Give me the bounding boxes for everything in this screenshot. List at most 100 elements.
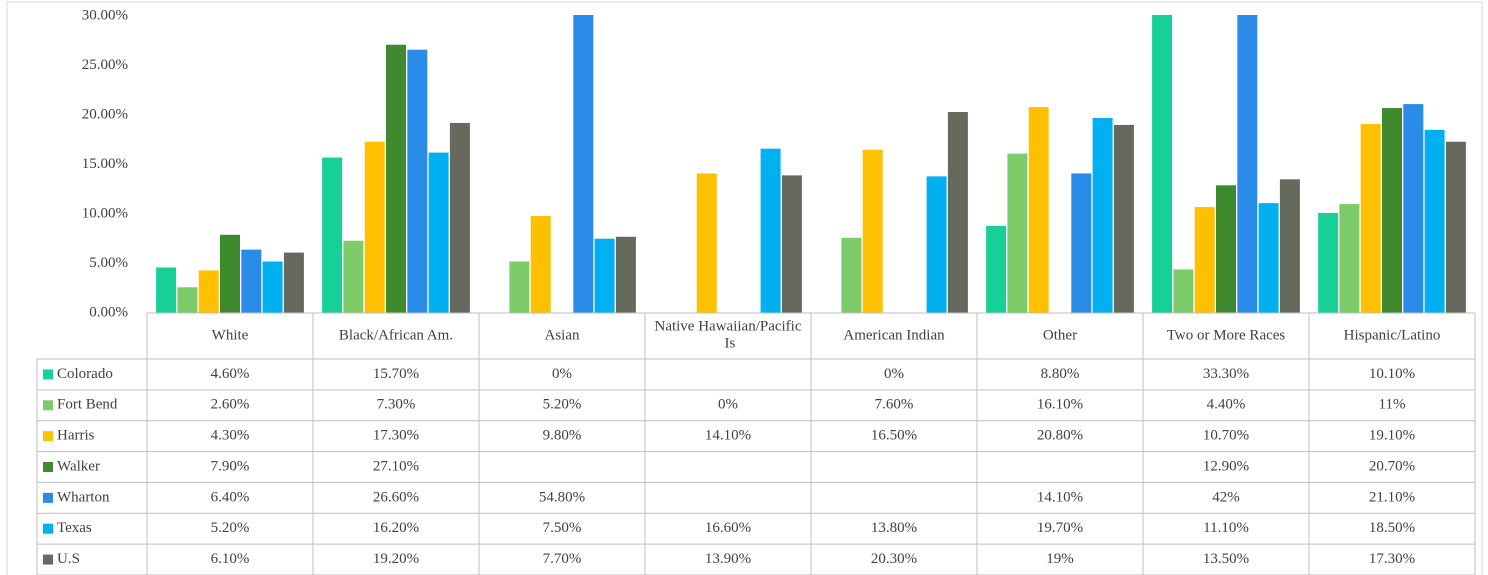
y-tick-label: 5.00% [89,255,128,271]
bar [1258,203,1279,313]
bar [156,267,177,313]
y-tick-label: 0.00% [89,304,128,320]
table-cell: 7.70% [543,551,582,567]
plot-area [156,15,1466,314]
bar [1403,104,1424,313]
bar [262,261,283,313]
table-cell: 4.30% [211,428,250,444]
table-cell: 4.60% [211,366,250,382]
chart-border [6,1,1483,575]
bar [1445,141,1466,313]
table-cell: 17.30% [1369,551,1415,567]
y-tick-label: 15.00% [82,156,128,172]
table-cell: 7.50% [543,520,582,536]
x-tick-label: American Indian [843,327,945,343]
x-tick-label: Two or More Races [1167,327,1286,343]
x-tick-label: Hispanic/Latino [1344,327,1441,343]
legend-label: U.S [57,551,80,567]
table-cell: 7.30% [377,397,416,413]
legend-key [43,369,53,380]
legend-label: Colorado [57,366,113,382]
table-cell: 17.30% [373,428,419,444]
table-cell: 6.40% [211,489,250,505]
bar [926,176,947,313]
bar [1237,15,1258,313]
bar [1216,185,1236,313]
table-cell: 6.10% [211,551,250,567]
table-cell: 16.10% [1037,397,1083,413]
table-cell: 20.30% [871,551,917,567]
table-cell: 19.70% [1037,520,1083,536]
bar [986,225,1007,313]
bar [407,49,428,313]
bar [1173,269,1194,313]
y-tick-label: 20.00% [82,106,128,122]
bar [1382,108,1402,313]
table-cell: 5.20% [211,520,250,536]
table-cell: 26.60% [373,489,419,505]
bar [760,148,781,313]
table-cell: 13.90% [705,551,751,567]
table-cell: 0% [884,366,904,382]
table-cell: 12.90% [1203,458,1249,474]
bar [198,270,219,313]
legend-label: Fort Bend [57,397,118,413]
bar [428,152,449,313]
table-cell: 0% [718,397,738,413]
table-cell: 11.10% [1203,520,1249,536]
bar [781,175,802,313]
bar [241,249,262,313]
bar [343,240,364,313]
table-cell: 13.80% [871,520,917,536]
table-cell: 16.20% [373,520,419,536]
legend-key [43,523,53,534]
table-cell: 11% [1379,397,1406,413]
table-cell: 9.80% [543,428,582,444]
bar [1152,15,1173,314]
bar [1007,153,1028,313]
bar [364,141,385,313]
bar [1360,123,1381,313]
legend-key [43,554,53,565]
legend-key [43,462,53,472]
legend-label: Wharton [57,489,110,505]
bar [594,238,615,313]
table-cell: 16.60% [705,520,751,536]
table-cell: 14.10% [705,428,751,444]
bar [449,122,470,313]
table-cell: 20.70% [1369,458,1415,474]
table-cell: 21.10% [1369,489,1415,505]
bar [1424,129,1445,313]
bar [177,287,198,313]
bar [1092,117,1113,313]
table-cell: 13.50% [1203,551,1249,567]
table-cell: 18.50% [1369,520,1415,536]
table-cell: 19.10% [1369,428,1415,444]
table-cell: 14.10% [1037,489,1083,505]
table-cell: 54.80% [539,489,585,505]
bar [1071,173,1092,313]
legend-key [43,492,53,503]
legend-label: Harris [57,428,95,444]
x-tick-label: Black/African Am. [339,327,453,343]
bar [947,112,968,313]
bar [1194,207,1215,313]
table-cell: 0% [552,366,572,382]
bar [1339,204,1360,313]
bar [1279,179,1300,313]
table-cell: 19% [1046,551,1074,567]
bar [530,215,551,313]
table-cell: 10.70% [1203,428,1249,444]
table-cell: 7.60% [875,397,914,413]
table-cell: 5.20% [543,397,582,413]
legend-key [43,400,53,411]
bar [1028,107,1049,313]
table-cell: 33.30% [1203,366,1249,382]
y-tick-label: 30.00% [82,7,128,23]
bar [220,234,240,313]
table-cell: 7.90% [211,458,250,474]
bar [696,173,717,313]
table-cell: 10.10% [1369,366,1415,382]
